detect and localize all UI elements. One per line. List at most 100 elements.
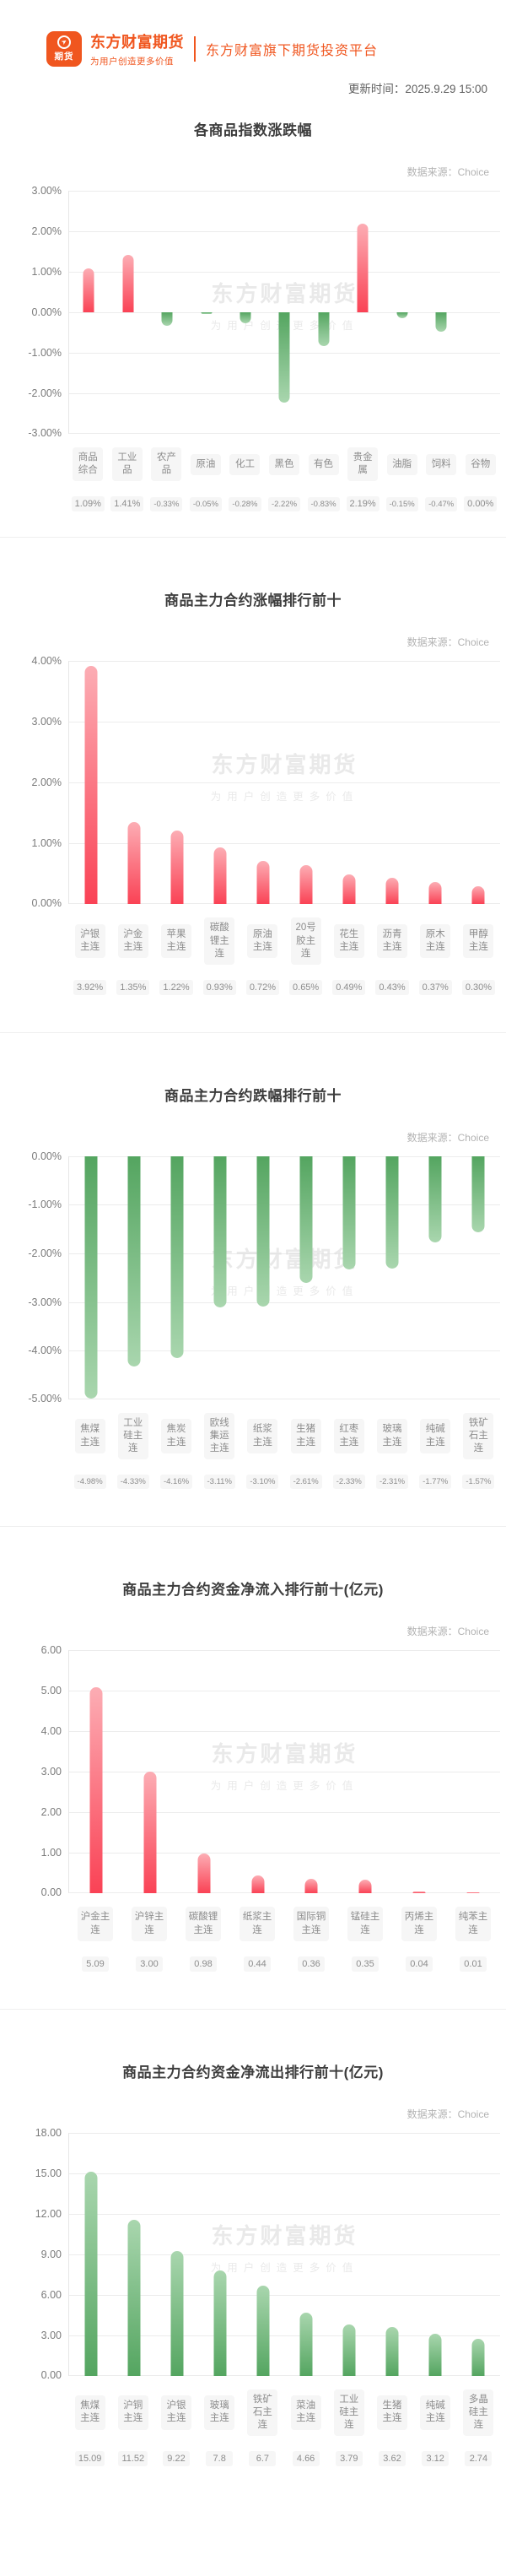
- paper-plane-icon: ➤: [57, 35, 71, 49]
- category-badge: 碳酸锂主连: [204, 917, 235, 965]
- category-badge: 纸浆主连: [240, 1907, 275, 1941]
- gridline: [69, 2335, 500, 2336]
- category-badge: 沪锌主连: [132, 1907, 167, 1941]
- bar: [161, 312, 173, 326]
- value-labels-row: -4.98% -4.33% -4.16% -3.11% -3.10% -2.61% -2.3…: [68, 1475, 506, 1490]
- y-tick-label: 9.00: [40, 2248, 62, 2260]
- category-badge: 纯碱主连: [420, 1419, 451, 1453]
- bar-column: [226, 191, 265, 434]
- bar: [84, 666, 98, 905]
- bar-column: [69, 661, 112, 905]
- section-top-gainers-chart: 商品主力合约涨幅排行前十 数据来源：Choice 4.00% 3.00% 2.00%…: [0, 588, 506, 1033]
- category-badge: 谷物: [465, 453, 496, 475]
- logo-badge-text: 期货: [54, 51, 74, 62]
- value-badge: 0.01: [460, 1956, 487, 1972]
- bar-column: [241, 661, 284, 905]
- value-labels-row: 15.09 11.52 9.22 7.8 6.7 4.66 3.79 3.62 3.12 2.74: [68, 2451, 506, 2467]
- category-badge: 沪银主连: [161, 2395, 191, 2430]
- value-badge: 0.72%: [245, 979, 280, 995]
- bar: [385, 2326, 399, 2376]
- bar: [428, 2333, 442, 2376]
- section-separator: [0, 2008, 506, 2010]
- bar: [84, 2172, 98, 2376]
- value-badge: -1.77%: [419, 1475, 452, 1490]
- category-badge: 有色: [308, 453, 339, 475]
- value-badge: 3.12: [422, 2451, 449, 2467]
- value-badge: 0.98: [190, 1956, 217, 1972]
- value-badge: -2.61%: [289, 1475, 322, 1490]
- category-badge: 丙烯主连: [401, 1907, 437, 1941]
- bar-column: [265, 191, 304, 434]
- bar: [304, 1879, 318, 1894]
- bar-column: [198, 661, 241, 905]
- category-badge: 菜油主连: [290, 2395, 321, 2430]
- section-net-inflow-chart: 商品主力合约资金净流入排行前十(亿元) 数据来源：Choice 6.00 5.00…: [0, 1578, 506, 2010]
- bar-column: [112, 661, 155, 905]
- value-badge: 7.8: [206, 2451, 234, 2467]
- brand-row: ➤ 期货 东方财富期货 为用户创造更多价值 东方财富旗下期货投资平台: [46, 30, 487, 68]
- value-badge: 1.22%: [159, 979, 193, 995]
- bar-column: [69, 2133, 112, 2376]
- bar-column: [446, 1650, 500, 1894]
- value-badge: 0.00%: [464, 496, 498, 512]
- bar: [213, 1155, 227, 1307]
- section-index-change-chart: 各商品指数涨跌幅 数据来源：Choice 3.00% 2.00% 1.00% 0.00…: [0, 118, 506, 538]
- bar-column: [328, 1155, 371, 1399]
- update-time: 更新时间：2025.9.29 15:00: [46, 79, 487, 96]
- bar: [428, 881, 442, 905]
- chart-title: 各商品指数涨跌幅: [194, 122, 312, 138]
- bar: [358, 1879, 372, 1894]
- bar-chart: 18.00 15.00 12.00 9.00 6.00 3.00 0.00 东方财富期货 为用…: [0, 2127, 506, 2381]
- y-tick-label: 6.00: [40, 1644, 62, 1657]
- value-badge: 3.00: [136, 1956, 163, 1972]
- category-badge: 化工: [229, 453, 261, 475]
- data-source-name: Choice: [457, 1626, 489, 1638]
- data-source: 数据来源：Choice: [0, 165, 506, 179]
- value-badge: -3.10%: [246, 1475, 279, 1490]
- value-badge: 0.93%: [202, 979, 236, 995]
- bar-column: [177, 1650, 231, 1894]
- bar-column: [457, 661, 500, 905]
- gridline: [69, 661, 500, 663]
- bar: [318, 312, 330, 346]
- bar: [89, 1687, 103, 1894]
- category-badge: 纯苯主连: [455, 1907, 491, 1941]
- value-badge: -2.33%: [332, 1475, 365, 1490]
- gridline: [69, 843, 500, 845]
- brand-name: 东方财富期货: [90, 34, 184, 51]
- value-badge: -0.33%: [150, 496, 183, 511]
- y-tick-label: -5.00%: [28, 1392, 62, 1404]
- plot-area: 东方财富期货为用户创造更多价值: [68, 661, 500, 905]
- bar-column: [328, 661, 371, 905]
- value-badge: -4.33%: [116, 1475, 149, 1490]
- data-source: 数据来源：Choice: [0, 2107, 506, 2121]
- category-badge: 红枣主连: [333, 1419, 364, 1453]
- category-badge: 焦炭主连: [161, 1419, 191, 1453]
- y-tick-label: 3.00: [40, 1766, 62, 1778]
- bar: [396, 312, 408, 319]
- bar-column: [69, 1155, 112, 1399]
- bar: [127, 1155, 141, 1367]
- value-badge: 5.09: [82, 1956, 109, 1972]
- bar: [251, 1875, 265, 1894]
- y-tick-label: 2.00%: [31, 777, 62, 789]
- y-tick-label: 1.00%: [31, 266, 62, 278]
- value-badge: -2.31%: [375, 1475, 409, 1490]
- bar: [428, 1155, 442, 1242]
- category-badge: 纸浆主连: [247, 1419, 278, 1453]
- category-badge: 沪铜主连: [117, 2395, 148, 2430]
- category-badge: 碳酸锂主连: [186, 1907, 221, 1941]
- y-tick-label: 4.00%: [31, 655, 62, 668]
- bar-column: [457, 2133, 500, 2376]
- gridline: [69, 2132, 500, 2134]
- value-badge: 1.41%: [110, 496, 144, 512]
- value-badge: -0.05%: [189, 496, 222, 511]
- y-tick-label: 5.00: [40, 1685, 62, 1697]
- bar: [240, 312, 251, 324]
- y-tick-label: 0.00%: [31, 1150, 62, 1162]
- gridline: [69, 1253, 500, 1255]
- bar: [213, 847, 227, 905]
- category-labels-row: 商品综合 工业品 农产品 原油 化工 黑色 有色 贵金属 油脂 饲料 谷物: [68, 447, 506, 482]
- y-axis: 4.00% 3.00% 2.00% 1.00% 0.00%: [0, 655, 68, 909]
- category-badge: 工业硅主连: [333, 2389, 364, 2437]
